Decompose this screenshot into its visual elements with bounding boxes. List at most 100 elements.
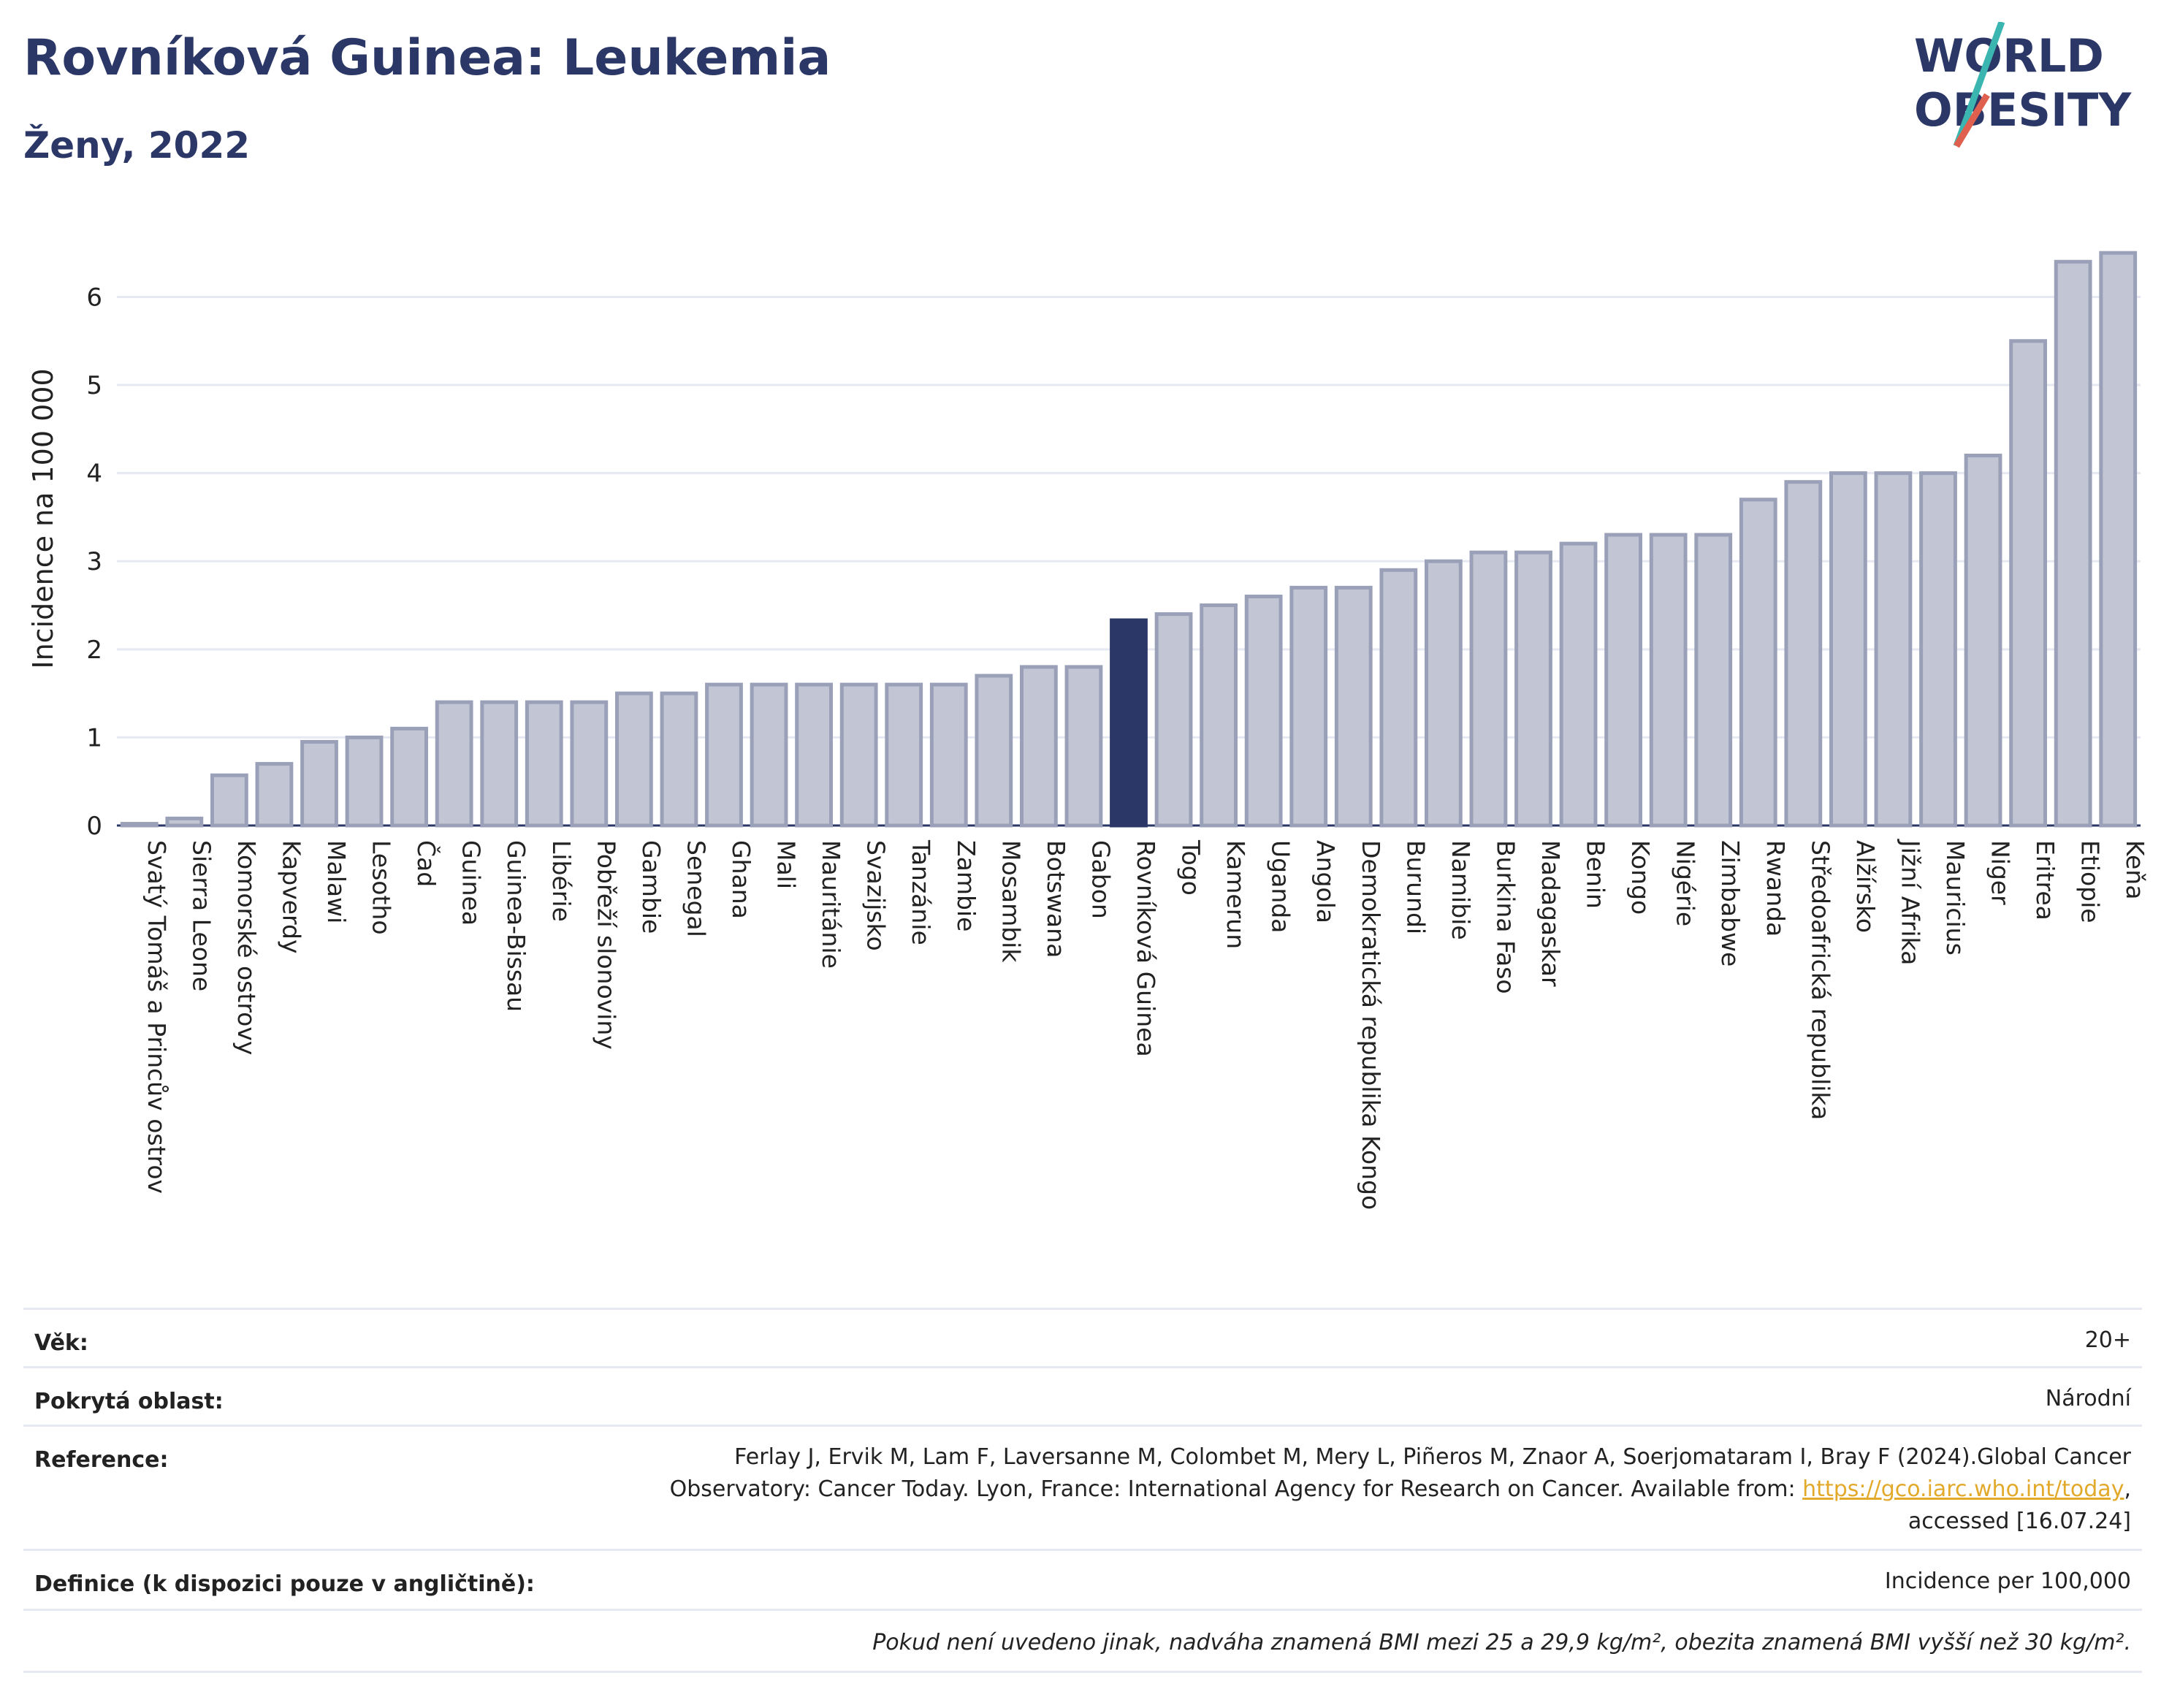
bar <box>975 674 1013 828</box>
bar <box>2054 259 2092 828</box>
x-tick-label: Rwanda <box>1761 840 1790 937</box>
x-tick-label: Kongo <box>1626 840 1655 915</box>
reference-link[interactable]: https://gco.iarc.who.int/today <box>1802 1476 2124 1502</box>
x-tick-label: Sierra Leone <box>187 840 216 991</box>
y-tick-label: 3 <box>86 547 102 576</box>
x-tick-label: Benin <box>1582 840 1610 909</box>
x-tick-label: Ghana <box>727 840 755 919</box>
x-tick-label: Pobřeží slonoviny <box>592 840 620 1050</box>
bar-highlighted <box>1110 618 1148 828</box>
reference-line-1: Ferlay J, Ervik M, Lam F, Laversanne M, … <box>734 1444 2131 1470</box>
x-tick-label: Gabon <box>1086 840 1115 919</box>
x-tick-label: Libérie <box>547 840 576 922</box>
x-tick-label: Čad <box>412 840 441 887</box>
y-tick-labels: 0 1 2 3 4 5 6 <box>86 283 102 841</box>
x-tick-label: Guinea <box>457 840 486 926</box>
reference-value: Ferlay J, Ervik M, Lam F, Laversanne M, … <box>670 1441 2131 1538</box>
x-tick-label: Demokratická republika Kongo <box>1357 840 1385 1210</box>
bar <box>614 691 653 828</box>
x-tick-label: Komorské ostrovy <box>232 840 261 1055</box>
info-row-footnote: Pokud není uvedeno jinak, nadváha znamen… <box>23 1609 2142 1673</box>
bar <box>480 700 519 828</box>
footnote: Pokud není uvedeno jinak, nadváha znamen… <box>872 1630 2131 1655</box>
x-tick-label: Kapverdy <box>277 840 305 954</box>
reference-label: Reference: <box>34 1447 169 1473</box>
logo-line2: OBESITY <box>1914 83 2132 137</box>
x-tick-label: Angola <box>1311 840 1340 923</box>
y-tick-label: 4 <box>86 460 102 489</box>
bar <box>2009 339 2048 828</box>
x-tick-label: Mauritánie <box>817 840 845 969</box>
x-tick-label: Svazijsko <box>862 840 891 951</box>
x-tick-label: Gambie <box>637 840 666 934</box>
x-tick-label: Nigérie <box>1672 840 1700 926</box>
bar <box>570 700 609 828</box>
bar <box>1244 594 1283 828</box>
bar <box>390 726 429 828</box>
x-tick-label: Středoafrická republika <box>1806 840 1834 1120</box>
bar <box>1784 480 1823 828</box>
bars <box>120 251 2138 828</box>
bar <box>1469 550 1508 828</box>
info-row-reference: Reference: Ferlay J, Ervik M, Lam F, Lav… <box>23 1425 2142 1551</box>
bar <box>750 682 788 828</box>
bar <box>255 762 294 828</box>
bar <box>435 700 473 828</box>
age-label: Věk: <box>34 1330 88 1356</box>
page-subtitle: Ženy, 2022 <box>23 124 251 167</box>
bar <box>300 739 338 828</box>
y-tick-label: 5 <box>86 371 102 400</box>
bar <box>1604 533 1643 828</box>
bar <box>660 691 698 828</box>
x-tick-label: Burkina Faso <box>1491 840 1520 994</box>
info-row-definition: Definice (k dispozici pouze v angličtině… <box>23 1549 2142 1611</box>
x-tick-label: Svatý Tomáš a Princův ostrov <box>142 840 171 1194</box>
x-tick-label: Keňa <box>2121 840 2149 899</box>
bar <box>1829 471 1867 828</box>
x-tick-labels: Svatý Tomáš a Princův ostrov Sierra Leone… <box>142 839 2149 1210</box>
x-tick-label: Zimbabwe <box>1716 840 1745 967</box>
x-tick-label: Alžírsko <box>1851 840 1880 933</box>
page-title: Rovníková Guinea: Leukemia <box>23 29 831 87</box>
area-label: Pokrytá oblast: <box>34 1389 224 1414</box>
x-tick-label: Jižní Afrika <box>1896 839 1924 965</box>
x-tick-label: Guinea-Bissau <box>502 840 530 1012</box>
bar <box>345 735 384 828</box>
bar <box>120 822 159 828</box>
logo-line1: WORLD <box>1914 29 2104 83</box>
bar <box>705 682 743 828</box>
bar <box>1379 568 1418 828</box>
x-tick-label: Namibie <box>1447 840 1475 940</box>
x-tick-label: Mosambik <box>996 840 1025 963</box>
x-tick-label: Kamerun <box>1221 840 1250 949</box>
bar <box>1064 665 1103 828</box>
bar <box>525 700 563 828</box>
bar <box>885 682 923 828</box>
bar <box>1739 497 1777 828</box>
x-tick-label: Madagaskar <box>1536 840 1565 987</box>
x-tick-label: Lesotho <box>367 840 396 935</box>
x-tick-label: Mali <box>772 840 801 889</box>
bar <box>1289 585 1328 828</box>
x-tick-label: Burundi <box>1401 840 1430 934</box>
bar <box>2099 251 2138 828</box>
x-tick-label: Zambie <box>952 840 980 931</box>
logo-slash-teal <box>1953 22 2005 148</box>
bar <box>1019 665 1058 828</box>
bar <box>929 682 968 828</box>
bar <box>1874 471 1913 828</box>
x-tick-label: Senegal <box>682 840 710 937</box>
x-tick-label: Eritrea <box>2031 840 2059 920</box>
info-row-area: Pokrytá oblast: Národní <box>23 1366 2142 1427</box>
reference-line-2: Observatory: Cancer Today. Lyon, France:… <box>670 1473 2131 1506</box>
area-value: Národní <box>2045 1386 2131 1411</box>
bar <box>1334 585 1373 828</box>
y-axis-label: Incidence na 100 000 <box>27 368 59 668</box>
x-tick-label: Botswana <box>1042 840 1070 958</box>
bar <box>1154 612 1193 828</box>
y-tick-label: 2 <box>86 636 102 665</box>
world-obesity-logo: WORLD OBESITY <box>1914 22 2132 148</box>
bar <box>1200 603 1238 828</box>
bar <box>210 773 248 828</box>
bar <box>165 816 204 828</box>
